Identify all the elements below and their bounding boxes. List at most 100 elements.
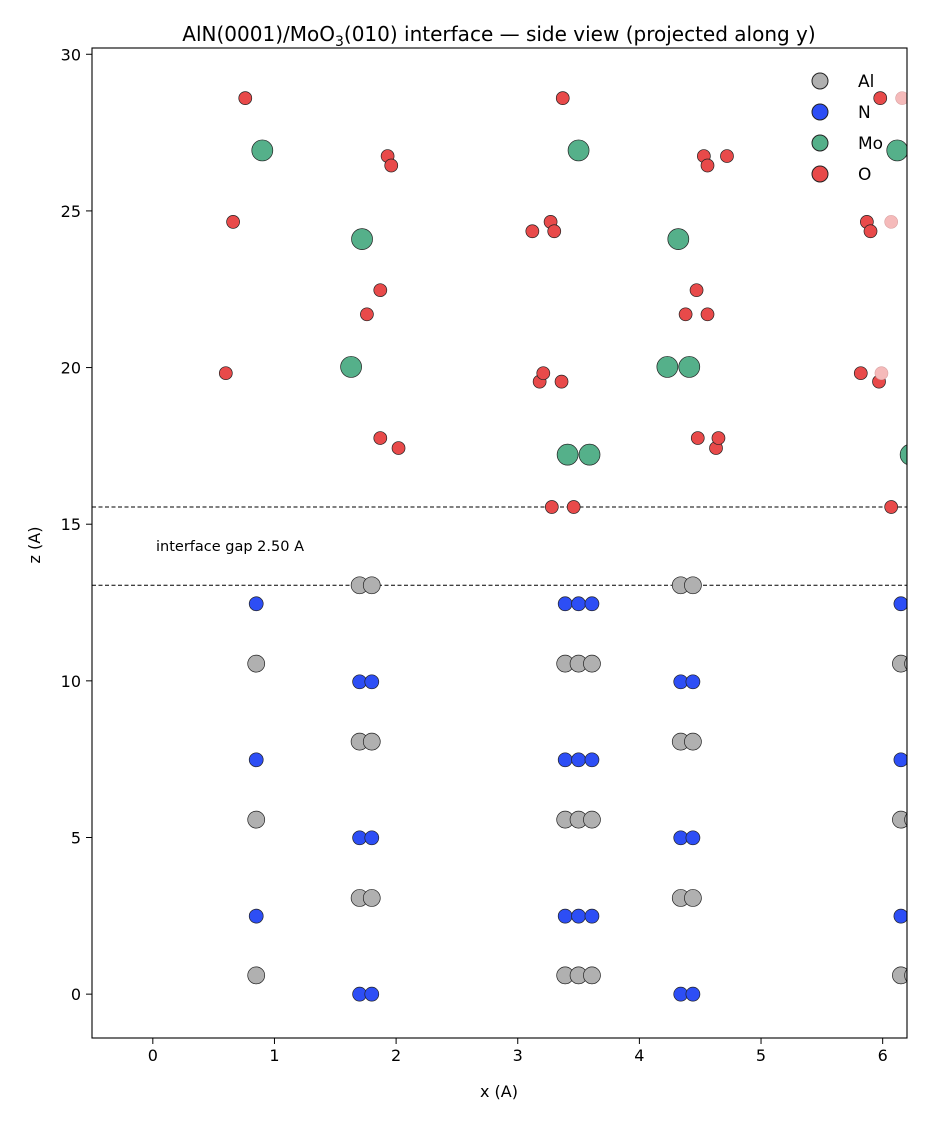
atom-n-26 [893, 596, 907, 612]
atom-o-22 [547, 224, 562, 239]
atom-o-29 [720, 149, 734, 163]
x-tick-label-1: 1 [269, 1046, 279, 1065]
y-axis-label: z (A) [25, 527, 44, 564]
x-tick-label-3: 3 [513, 1046, 523, 1065]
interface-lines [92, 506, 907, 586]
x-tick-label-0: 0 [148, 1046, 158, 1065]
atom-o-1 [566, 500, 581, 514]
atom-ghost-o-0 [874, 366, 889, 380]
atom-o-16 [678, 307, 693, 322]
atom-al-13 [583, 810, 601, 829]
atom-n-16 [584, 752, 600, 768]
legend-label-al: Al [858, 72, 874, 92]
atom-al-23 [583, 654, 601, 673]
atom-o-15 [373, 283, 388, 298]
atom-n-21 [685, 674, 701, 690]
x-axis-label: x (A) [480, 1082, 518, 1101]
atom-ghost-o-1 [884, 215, 898, 229]
chart-title: AlN(0001)/MoO3(010) interface — side vie… [182, 22, 815, 50]
atom-o-30 [238, 91, 253, 105]
atom-n-10 [364, 830, 380, 846]
atom-mo-5 [678, 356, 701, 378]
atom-o-18 [700, 307, 715, 322]
legend-marker-mo [811, 134, 829, 152]
atom-al-4 [892, 966, 907, 985]
atom-n-6 [571, 908, 586, 924]
y-tick-label-4: 20 [61, 359, 81, 378]
atom-al-24 [892, 654, 907, 673]
atom-al-27 [362, 576, 381, 595]
atom-al-9 [684, 889, 702, 907]
legend-label-mo: Mo [858, 134, 883, 154]
atom-al-19 [684, 732, 702, 751]
legend-marker-o [811, 165, 829, 183]
atom-o-0 [544, 500, 559, 514]
plot-frame [91, 47, 908, 1039]
atom-o-4 [391, 441, 406, 455]
chart-title-subscript: 3 [335, 34, 344, 50]
atom-al-15 [904, 813, 907, 827]
atom-o-32 [873, 91, 888, 105]
atom-n-13 [248, 752, 264, 768]
atom-n-7 [584, 908, 600, 924]
atom-o-14 [360, 307, 374, 322]
atom-o-11 [554, 374, 569, 389]
atom-o-26 [384, 158, 399, 173]
legend-label-o: O [858, 165, 871, 185]
atom-al-0 [247, 966, 266, 985]
atom-n-24 [571, 596, 586, 612]
atom-mo-1 [578, 443, 601, 466]
atom-n-25 [584, 596, 600, 612]
atom-o-12 [853, 366, 868, 381]
interface-gap-annotation: interface gap 2.50 A [156, 539, 304, 555]
atom-mo-10 [886, 139, 907, 162]
atom-o-24 [863, 224, 878, 239]
y-tick-label-2: 10 [61, 672, 81, 691]
atom-n-12 [685, 830, 701, 846]
atom-n-3 [685, 986, 701, 1002]
atom-al-25 [904, 657, 907, 671]
atom-mo-2 [899, 444, 907, 465]
y-axis-ticks: 0 5 10 15 20 25 30 [61, 45, 92, 1004]
y-tick-label-5: 25 [61, 202, 81, 221]
atom-o-28 [700, 158, 715, 173]
atom-n-8 [893, 908, 907, 924]
atom-al-14 [892, 810, 907, 829]
atom-al-29 [684, 576, 702, 595]
x-axis-ticks: 0 1 2 3 4 5 6 [148, 1038, 888, 1065]
atom-mo-6 [351, 228, 373, 250]
atom-o-17 [689, 283, 704, 298]
atom-o-10 [536, 366, 551, 381]
atom-o-2 [884, 500, 899, 514]
atom-n-4 [248, 908, 264, 924]
x-tick-label-2: 2 [391, 1046, 401, 1065]
atom-al-7 [362, 889, 381, 907]
atom-o-5 [690, 431, 705, 445]
atom-o-8 [218, 366, 233, 381]
atom-n-14 [557, 752, 573, 768]
atom-n-5 [557, 908, 573, 924]
atom-mo-7 [667, 228, 690, 250]
y-tick-label-3: 15 [61, 515, 81, 534]
atom-mo-0 [556, 443, 579, 466]
atom-al-10 [247, 810, 266, 829]
atom-mo-9 [567, 139, 590, 162]
atom-n-22 [248, 596, 264, 612]
y-tick-label-0: 0 [71, 985, 81, 1004]
y-tick-label-1: 5 [71, 828, 81, 847]
legend-label-n: N [858, 103, 871, 123]
x-tick-label-5: 5 [756, 1046, 766, 1065]
atom-o-31 [555, 91, 570, 105]
atom-n-15 [571, 752, 586, 768]
x-tick-label-4: 4 [634, 1046, 644, 1065]
atom-al-17 [362, 732, 381, 751]
atom-n-1 [364, 986, 380, 1002]
atom-o-3 [373, 431, 388, 445]
atom-al-5 [904, 968, 907, 982]
legend-marker-al [811, 72, 829, 90]
atom-mo-8 [251, 139, 274, 162]
atom-mo-3 [340, 356, 362, 378]
atom-al-20 [247, 654, 266, 673]
atom-ghost-o-2 [895, 91, 907, 105]
